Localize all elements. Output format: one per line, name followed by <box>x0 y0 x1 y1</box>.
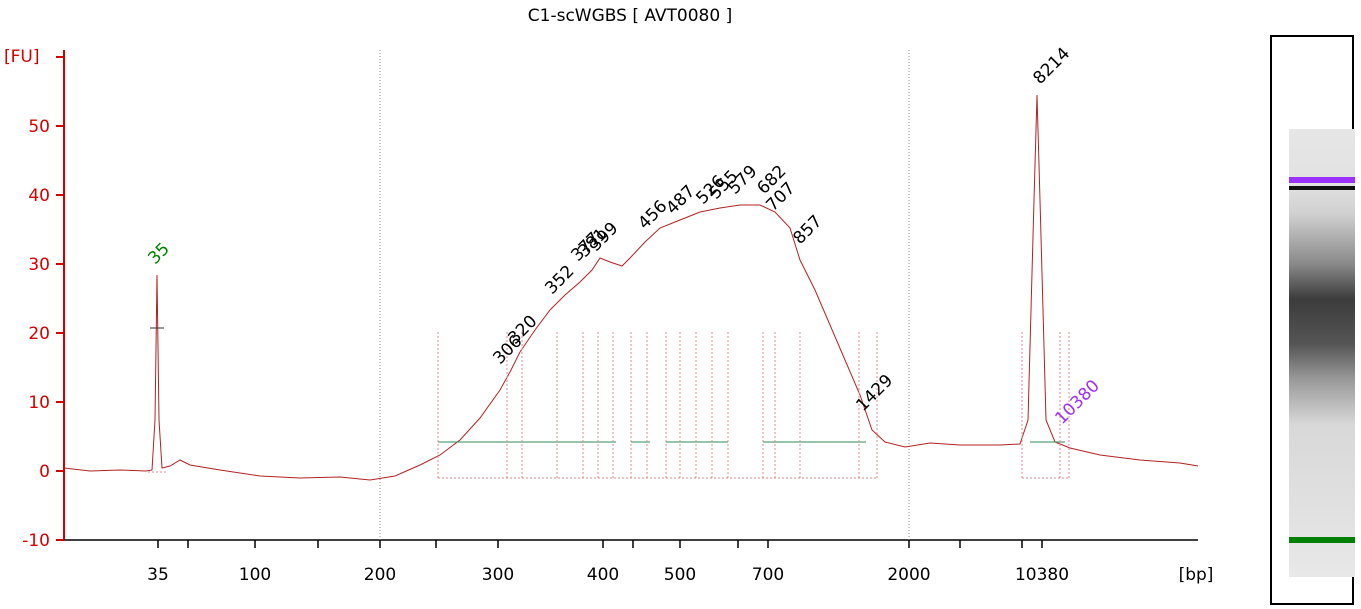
y-tick-label: 0 <box>39 462 50 482</box>
x-tick-label: 500 <box>664 565 696 585</box>
x-axis-label: [bp] <box>1179 565 1214 585</box>
electropherogram-trace <box>63 94 1199 481</box>
y-tick-label: 30 <box>28 255 50 275</box>
y-tick-label: 40 <box>28 186 50 206</box>
y-tick-label: 10 <box>28 393 50 413</box>
y-tick-label: 20 <box>28 324 50 344</box>
x-tick-label: 35 <box>147 565 169 585</box>
upper-marker-band <box>1289 177 1355 183</box>
y-tick-label: 50 <box>28 117 50 137</box>
sample-peak-band <box>1289 186 1355 190</box>
x-tick-label: 10380 <box>1015 565 1069 585</box>
x-tick-label: 300 <box>482 565 514 585</box>
peak-label: 352 <box>541 261 578 298</box>
gel-lane <box>1289 129 1355 577</box>
gel-image-panel <box>1270 35 1355 605</box>
peak-label: 8214 <box>1029 44 1074 89</box>
x-tick-label: 100 <box>239 565 271 585</box>
x-tick-label: 200 <box>364 565 396 585</box>
lower-marker-band <box>1289 537 1355 543</box>
x-tick-label: 400 <box>587 565 619 585</box>
y-tick-label: -10 <box>22 531 50 551</box>
marker-label: 35 <box>144 239 173 268</box>
x-tick-label: 700 <box>752 565 784 585</box>
marker-label: 10380 <box>1051 376 1103 428</box>
chart-title: C1-scWGBS [ AVT0080 ] <box>527 6 733 26</box>
x-tick-label: 2000 <box>887 565 930 585</box>
electropherogram-plot: -10 0 10 20 30 40 50 [FU] 35 100 200 300 400 500 700 20… <box>4 44 1214 585</box>
y-axis-label: [FU] <box>4 47 40 67</box>
